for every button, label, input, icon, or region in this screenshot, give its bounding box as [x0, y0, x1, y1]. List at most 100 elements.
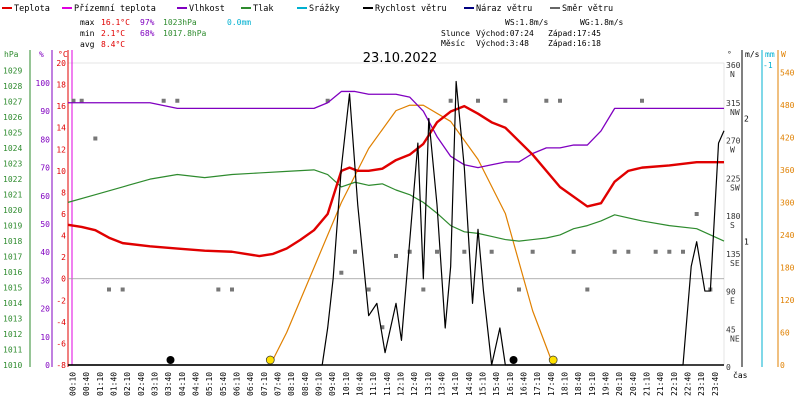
- mesic-label: Měsíc: [441, 39, 465, 48]
- temp-tick-label: -4: [56, 318, 66, 327]
- rain-unit: mm: [765, 50, 775, 59]
- mesic-set: Západ:16:18: [548, 39, 601, 48]
- wind-direction-point: [585, 287, 590, 292]
- time-tick-label: 11:10: [369, 372, 378, 396]
- time-tick-label: 13:10: [424, 372, 433, 396]
- direction-tick-compass: E: [730, 297, 735, 306]
- legend-label: Srážky: [309, 4, 340, 14]
- temp-tick-label: -8: [56, 361, 66, 370]
- max-temp: 16.1°C: [101, 18, 130, 27]
- rain-tick-label: -1: [763, 61, 773, 70]
- time-tick-label: 22:10: [670, 372, 679, 396]
- wind-tick-label: 1: [744, 238, 749, 247]
- solar-tick-label: 360: [780, 166, 795, 175]
- temp-tick-label: 20: [56, 59, 66, 68]
- pressure-tick-label: 1025: [3, 129, 22, 138]
- temp-tick-label: 10: [56, 167, 66, 176]
- humidity-tick-label: 30: [40, 276, 50, 285]
- temperature-line: [67, 104, 724, 258]
- wind-direction-point: [216, 287, 221, 292]
- wind-direction-point: [71, 98, 76, 103]
- time-tick-label: 03:40: [164, 372, 173, 396]
- time-tick-label: 05:10: [205, 372, 214, 396]
- direction-tick-compass: SW: [730, 183, 740, 192]
- time-tick-label: 08:40: [301, 372, 310, 396]
- wind-direction-point: [93, 136, 98, 141]
- pressure-unit: hPa: [4, 50, 19, 59]
- humidity-tick-label: 40: [40, 248, 50, 257]
- time-tick-label: 10:40: [356, 372, 365, 396]
- time-tick-label: 16:40: [520, 372, 529, 396]
- direction-tick-compass: SE: [730, 259, 740, 268]
- direction-tick-label: 270: [726, 137, 741, 146]
- wind-direction-point: [380, 325, 385, 330]
- humidity-tick-label: 50: [40, 220, 50, 229]
- pressure-tick-label: 1021: [3, 191, 22, 200]
- legend-label: Směr větru: [562, 4, 613, 14]
- time-tick-label: 19:10: [588, 372, 597, 396]
- temp-tick-label: 8: [61, 188, 66, 197]
- solar-tick-label: 180: [780, 264, 795, 273]
- time-tick-label: 07:10: [260, 372, 269, 396]
- sun-marker: [548, 355, 558, 365]
- time-tick-label: 22:40: [684, 372, 693, 396]
- max-label: max: [80, 18, 95, 27]
- temp-tick-label: -6: [56, 339, 66, 348]
- max-press: 1023hPa: [163, 18, 197, 27]
- humidity-tick-label: 20: [40, 305, 50, 314]
- wind-direction-point: [120, 287, 125, 292]
- solar-tick-label: 300: [780, 199, 795, 208]
- max-rain: 0.0mm: [227, 18, 251, 27]
- humidity-tick-label: 100: [36, 79, 51, 88]
- time-tick-label: 00:40: [82, 372, 91, 396]
- time-tick-label: 19:40: [602, 372, 611, 396]
- humidity-line: [68, 90, 724, 169]
- solar-tick-label: 420: [780, 134, 795, 143]
- wind-direction-point: [421, 287, 426, 292]
- wind-direction-point: [681, 249, 685, 254]
- pressure-tick-label: 1013: [3, 315, 22, 324]
- temp-tick-label: 6: [61, 210, 66, 219]
- wind-direction-point: [230, 287, 234, 292]
- time-tick-label: 18:40: [574, 372, 583, 396]
- pressure-tick-label: 1027: [3, 98, 22, 107]
- pressure-tick-label: 1011: [3, 346, 22, 355]
- avg-temp: 8.4°C: [101, 40, 125, 49]
- time-tick-label: 10:10: [342, 372, 351, 396]
- time-tick-label: 14:10: [451, 372, 460, 396]
- x-axis-label: čas: [733, 370, 748, 380]
- wind-direction-point: [653, 249, 658, 254]
- wind-direction-point: [626, 249, 631, 254]
- legend-label: Náraz větru: [476, 4, 532, 14]
- solar-line: [269, 104, 554, 366]
- temp-tick-label: 18: [56, 81, 66, 90]
- time-tick-label: 06:40: [246, 372, 255, 396]
- direction-tick-compass: S: [730, 221, 735, 230]
- wind-direction-point: [462, 249, 467, 254]
- slunce-set: Západ:17:45: [548, 29, 601, 38]
- chart-title: 23.10.2022: [363, 51, 437, 66]
- wind-direction-point: [394, 253, 398, 258]
- pressure-tick-label: 1024: [3, 144, 22, 153]
- direction-tick-compass: NE: [730, 334, 740, 343]
- time-tick-label: 23:10: [697, 372, 706, 396]
- temp-unit: °C: [58, 50, 68, 59]
- pressure-tick-label: 1014: [3, 299, 22, 308]
- wind-direction-point: [79, 98, 84, 103]
- time-tick-label: 21:10: [643, 372, 652, 396]
- legend-label: Přízemní teplota: [74, 4, 156, 14]
- min-press: 1017.8hPa: [163, 29, 207, 38]
- time-tick-label: 14:40: [465, 372, 474, 396]
- wind-direction-point: [612, 249, 617, 254]
- time-tick-label: 23:40: [711, 372, 720, 396]
- humidity-tick-label: 10: [40, 333, 50, 342]
- time-tick-label: 02:10: [123, 372, 132, 396]
- pressure-tick-label: 1023: [3, 160, 22, 169]
- solar-tick-label: 60: [780, 329, 790, 338]
- time-tick-label: 08:10: [287, 372, 296, 396]
- temp-tick-label: 2: [61, 253, 66, 262]
- slunce-label: Slunce: [441, 29, 470, 38]
- time-tick-label: 17:40: [547, 372, 556, 396]
- direction-tick-label: 360: [726, 61, 741, 70]
- pressure-tick-label: 1029: [3, 67, 22, 76]
